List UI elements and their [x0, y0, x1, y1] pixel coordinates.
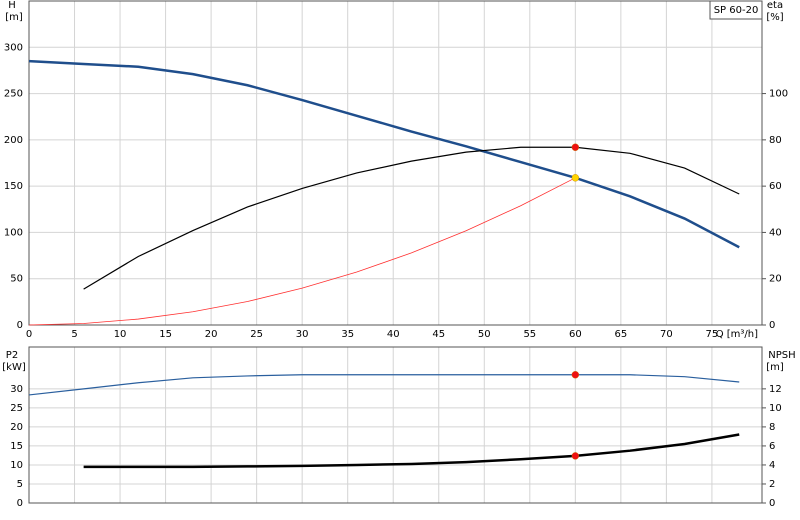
x-tick-label: 70	[660, 329, 673, 340]
y2-axis-unit: [m]	[766, 362, 784, 373]
y2-tick-label: 20	[769, 274, 782, 285]
x-tick-label: 40	[387, 329, 400, 340]
y2-axis-title: NPSH	[768, 350, 795, 361]
operating-point	[571, 452, 580, 460]
y2-tick-label: 6	[769, 441, 775, 452]
plot-frame	[28, 346, 763, 504]
y-axis-title: H	[8, 0, 16, 11]
y-axis-unit: [m]	[5, 12, 23, 23]
y-tick-label: 30	[10, 384, 23, 395]
y2-tick-label: 80	[769, 135, 782, 146]
x-tick-label: 5	[71, 329, 77, 340]
curve	[28, 177, 576, 326]
x-axis-title: Q [m³/h]	[716, 329, 758, 340]
x-tick-label: 15	[159, 329, 172, 340]
y-tick-label: 0	[17, 320, 23, 331]
x-tick-label: 60	[569, 329, 582, 340]
y-tick-label: 150	[4, 181, 23, 192]
x-tick-label: 50	[478, 329, 491, 340]
curve	[28, 59, 740, 249]
y-tick-label: 200	[4, 135, 23, 146]
y-tick-label: 25	[10, 403, 23, 414]
y-tick-label: 300	[4, 42, 23, 53]
curve	[83, 433, 740, 469]
x-tick-label: 20	[205, 329, 218, 340]
operating-point	[571, 143, 580, 151]
x-tick-label: 0	[26, 329, 32, 340]
operating-point	[571, 371, 580, 379]
y2-tick-label: 100	[769, 89, 788, 100]
y2-tick-label: 60	[769, 181, 782, 192]
y-tick-label: 50	[10, 274, 23, 285]
x-tick-label: 30	[296, 329, 309, 340]
legend-box	[709, 0, 763, 20]
y-tick-label: 10	[10, 460, 23, 471]
y-tick-label: 20	[10, 422, 23, 433]
y2-tick-label: 12	[769, 384, 782, 395]
y2-axis-title: eta	[767, 0, 783, 11]
y-tick-label: 0	[17, 498, 23, 509]
y2-tick-label: 0	[769, 320, 775, 331]
plot-frame	[28, 0, 763, 326]
x-tick-label: 10	[114, 329, 127, 340]
y2-tick-label: 8	[769, 422, 775, 433]
y-tick-label: 250	[4, 89, 23, 100]
y-axis-unit: [kW]	[2, 362, 26, 373]
y-tick-label: 5	[17, 479, 23, 490]
legend-label: SP 60-20	[714, 5, 759, 16]
y2-tick-label: 10	[769, 403, 782, 414]
y2-tick-label: 40	[769, 227, 782, 238]
x-tick-label: 75	[706, 329, 719, 340]
x-tick-label: 65	[614, 329, 627, 340]
y2-tick-label: 4	[769, 460, 775, 471]
y-tick-label: 15	[10, 441, 23, 452]
x-tick-label: 25	[250, 329, 263, 340]
y-tick-label: 100	[4, 227, 23, 238]
x-tick-label: 45	[432, 329, 445, 340]
curve	[28, 374, 740, 396]
x-tick-label: 35	[341, 329, 354, 340]
y2-tick-label: 2	[769, 479, 775, 490]
y-axis-title: P2	[6, 350, 18, 361]
operating-point	[571, 174, 580, 182]
x-tick-label: 55	[523, 329, 536, 340]
y2-axis-unit: [%]	[766, 12, 783, 23]
curve	[83, 146, 740, 290]
y2-tick-label: 0	[769, 498, 775, 509]
